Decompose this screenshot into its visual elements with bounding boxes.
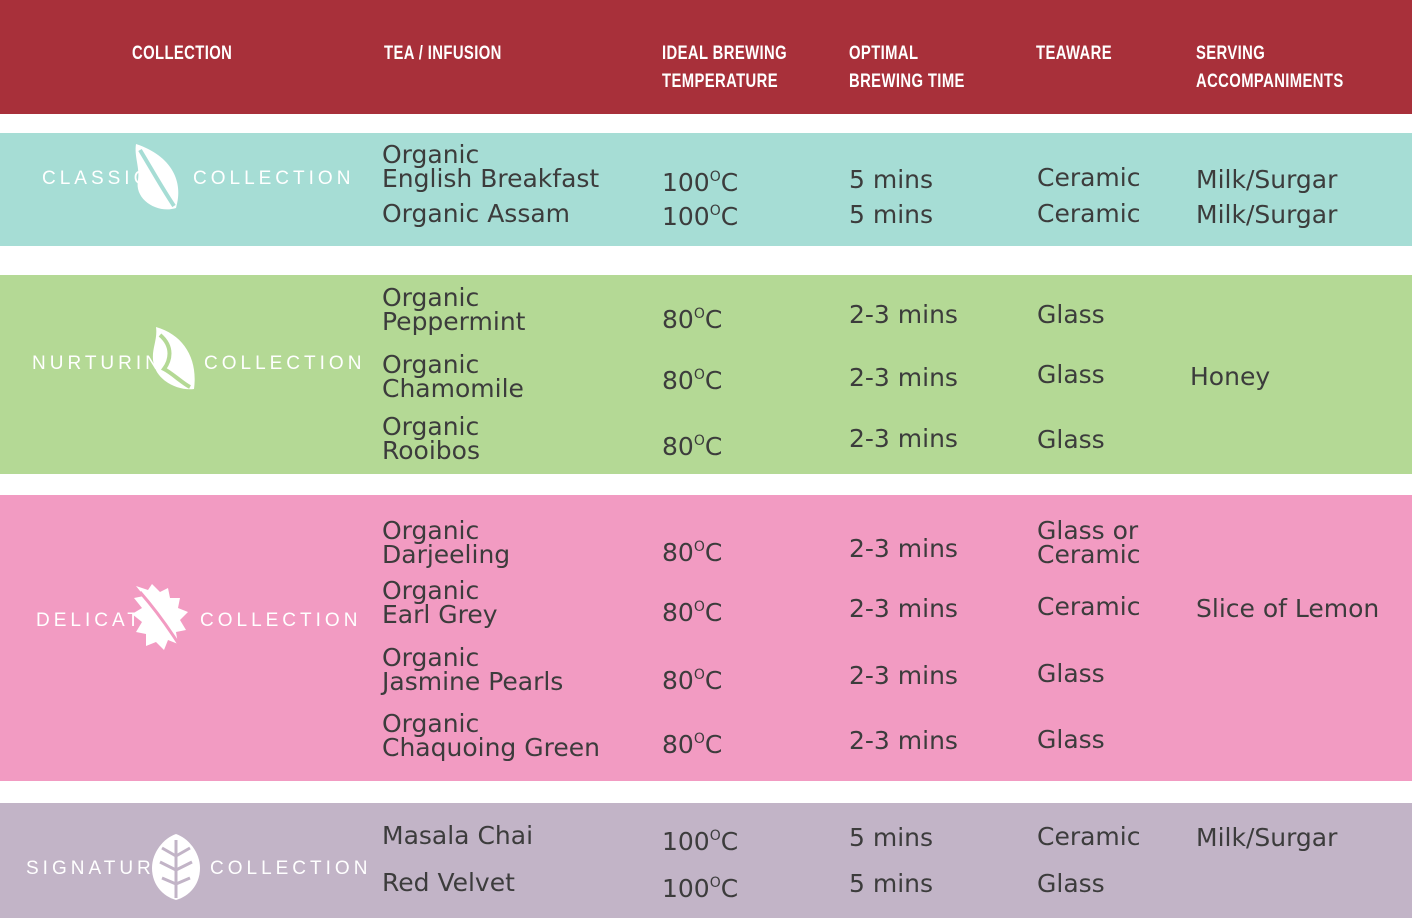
tea-name: Organic Chamomile bbox=[382, 350, 524, 403]
brew-time: 2-3 mins bbox=[849, 594, 958, 623]
signature-collection-badge: SIGNATURE COLLECTION bbox=[24, 830, 367, 906]
serving-accompaniment: Honey bbox=[1190, 362, 1271, 391]
tea-name: Masala Chai bbox=[382, 821, 534, 850]
brew-temperature: 80OC bbox=[662, 305, 723, 334]
badge-right-word: COLLECTION bbox=[204, 353, 366, 374]
brew-temperature: 80OC bbox=[662, 666, 723, 695]
brew-time: 2-3 mins bbox=[849, 661, 958, 690]
teaware: Glass bbox=[1037, 725, 1105, 754]
header-brewing-time: OPTIMAL BREWING TIME bbox=[849, 43, 965, 92]
header-tea-infusion: TEA / INFUSION bbox=[384, 43, 502, 64]
header-temperature: IDEAL BREWING TEMPERATURE bbox=[662, 43, 788, 92]
teaware: Ceramic bbox=[1037, 199, 1141, 228]
degree-symbol: O bbox=[693, 306, 705, 322]
nurturing-collection-badge: NURTURING COLLECTION bbox=[30, 325, 361, 397]
header-collection: COLLECTION bbox=[132, 43, 233, 64]
delicate-collection-band bbox=[0, 495, 1412, 781]
delicate-collection-badge: DELICATE COLLECTION bbox=[34, 582, 357, 654]
header-serving: SERVING ACCOMPANIMENTS bbox=[1196, 43, 1344, 92]
brew-temperature: 80OC bbox=[662, 598, 723, 627]
serving-accompaniment: Milk/Surgar bbox=[1196, 200, 1338, 229]
brew-time: 5 mins bbox=[849, 200, 934, 229]
teaware: Glass or Ceramic bbox=[1037, 516, 1141, 569]
brew-temperature: 80OC bbox=[662, 730, 723, 759]
degree-symbol: O bbox=[709, 203, 721, 219]
nurturing-collection-band bbox=[0, 275, 1412, 474]
serving-accompaniment: Milk/Surgar bbox=[1196, 165, 1338, 194]
brew-temperature: 80OC bbox=[662, 538, 723, 567]
degree-symbol: O bbox=[693, 667, 705, 683]
badge-right-word: COLLECTION bbox=[200, 610, 362, 631]
teaware: Glass bbox=[1037, 300, 1105, 329]
tea-name: Organic Rooibos bbox=[382, 412, 480, 465]
degree-symbol: O bbox=[693, 599, 705, 615]
degree-symbol: O bbox=[693, 731, 705, 747]
classic-collection-badge: CLASSIC COLLECTION bbox=[40, 140, 350, 220]
signature-collection-band bbox=[0, 803, 1412, 918]
brew-time: 2-3 mins bbox=[849, 726, 958, 755]
curled-leaf-icon bbox=[152, 327, 195, 390]
badge-left-word: NURTURING bbox=[32, 353, 182, 374]
brew-time: 2-3 mins bbox=[849, 300, 958, 329]
brew-temperature: 100OC bbox=[662, 168, 739, 197]
degree-symbol: O bbox=[709, 875, 721, 891]
degree-symbol: O bbox=[693, 539, 705, 555]
tea-name: Organic Chaquoing Green bbox=[382, 709, 600, 762]
serving-accompaniment: Milk/Surgar bbox=[1196, 823, 1338, 852]
serving-accompaniment: Slice of Lemon bbox=[1196, 594, 1380, 623]
brew-temperature: 80OC bbox=[662, 366, 723, 395]
teaware: Ceramic bbox=[1037, 592, 1141, 621]
brew-time: 5 mins bbox=[849, 823, 934, 852]
tea-name: Organic Earl Grey bbox=[382, 576, 498, 629]
badge-right-word: COLLECTION bbox=[210, 858, 372, 879]
badge-left-word: CLASSIC bbox=[42, 168, 152, 189]
badge-left-word: SIGNATURE bbox=[26, 858, 172, 879]
degree-symbol: O bbox=[709, 828, 721, 844]
tea-name: Organic English Breakfast bbox=[382, 140, 600, 193]
degree-symbol: O bbox=[693, 367, 705, 383]
badge-right-word: COLLECTION bbox=[193, 168, 355, 189]
brew-time: 5 mins bbox=[849, 165, 934, 194]
tea-name: Organic Darjeeling bbox=[382, 516, 511, 569]
brew-temperature: 100OC bbox=[662, 202, 739, 231]
teaware: Glass bbox=[1037, 659, 1105, 688]
serrated-leaf-icon bbox=[132, 584, 188, 650]
teaware: Glass bbox=[1037, 425, 1105, 454]
tea-name: Red Velvet bbox=[382, 868, 515, 897]
brew-temperature: 80OC bbox=[662, 432, 723, 461]
teaware: Ceramic bbox=[1037, 822, 1141, 851]
brew-time: 2-3 mins bbox=[849, 424, 958, 453]
tea-name: Organic Jasmine Pearls bbox=[382, 643, 564, 696]
brew-time: 5 mins bbox=[849, 869, 934, 898]
header-teaware: TEAWARE bbox=[1036, 43, 1113, 64]
mint-leaf-icon bbox=[152, 834, 200, 900]
degree-symbol: O bbox=[709, 169, 721, 185]
table-header: COLLECTION TEA / INFUSION IDEAL BREWING … bbox=[0, 0, 1412, 114]
classic-collection-band bbox=[0, 133, 1412, 246]
brew-time: 2-3 mins bbox=[849, 534, 958, 563]
teaware: Glass bbox=[1037, 360, 1105, 389]
teaware: Glass bbox=[1037, 869, 1105, 898]
tea-name: Organic Peppermint bbox=[382, 283, 526, 336]
leaf-icon bbox=[135, 144, 179, 210]
brew-time: 2-3 mins bbox=[849, 363, 958, 392]
badge-left-word: DELICATE bbox=[36, 610, 160, 631]
tea-name: Organic Assam bbox=[382, 199, 571, 228]
degree-symbol: O bbox=[693, 433, 705, 449]
teaware: Ceramic bbox=[1037, 163, 1141, 192]
brew-temperature: 100OC bbox=[662, 827, 739, 856]
brew-temperature: 100OC bbox=[662, 874, 739, 903]
